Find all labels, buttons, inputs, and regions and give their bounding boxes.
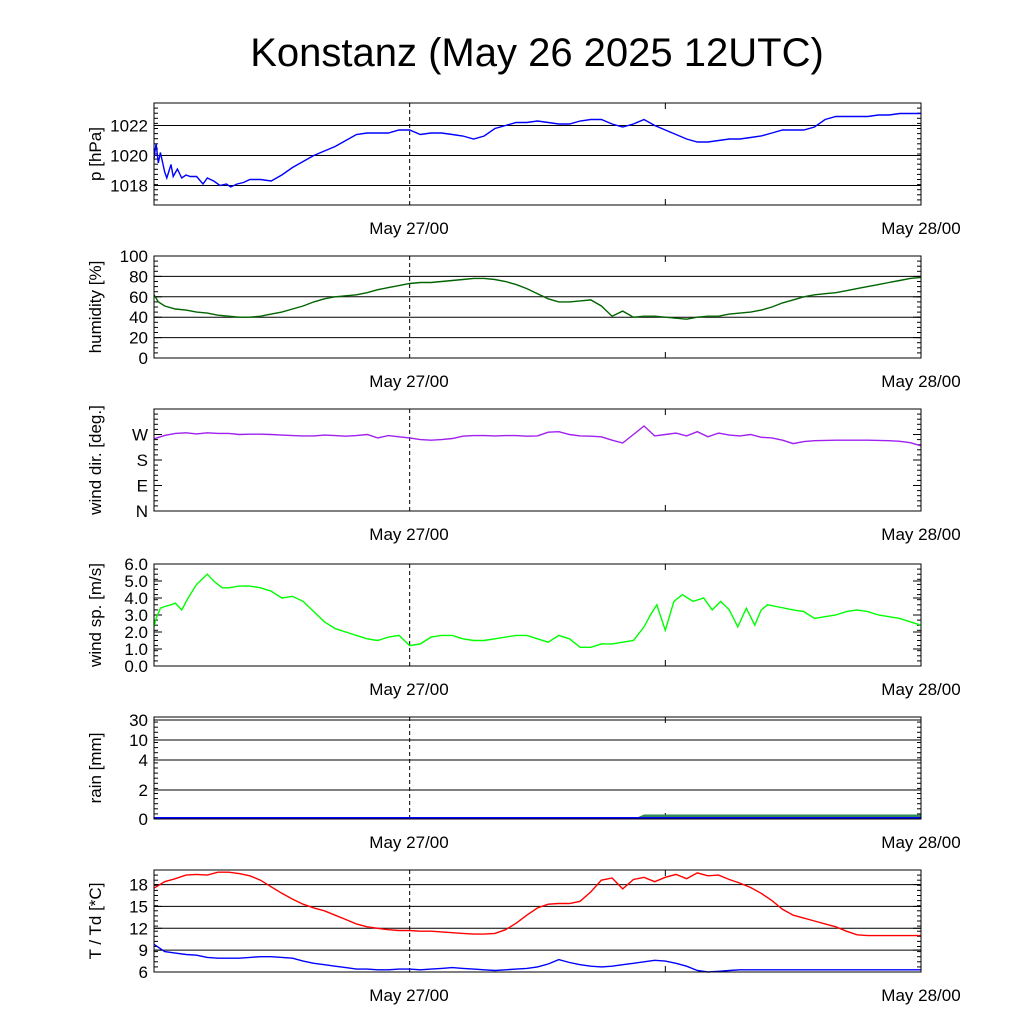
pressure-ytick-label: 1020 [110,147,148,166]
temperature-ytick-label: 15 [129,897,148,916]
pressure-ytick-label: 1022 [110,117,148,136]
wind_speed-ytick-label: 0.0 [124,657,148,676]
temperature-xtick-label-may27: May 27/00 [369,986,448,1005]
humidity-ytick-label: 40 [129,308,148,327]
wind_speed-xtick-label-may27: May 27/00 [369,680,448,699]
temperature-ytick-label: 9 [139,941,148,960]
humidity-xtick-label-may28: May 28/00 [881,372,960,391]
wind_dir-ytick-label: W [132,426,148,445]
humidity-ytick-label: 60 [129,288,148,307]
temperature-ytick-label: 18 [129,876,148,895]
temperature-xtick-label-may28: May 28/00 [881,986,960,1005]
wind_dir-ylabel: wind dir. [deg.] [86,405,105,516]
chart-title: Konstanz (May 26 2025 12UTC) [250,31,824,75]
pressure-series-line [153,112,921,188]
rain-xtick-label-may27: May 27/00 [369,833,448,852]
humidity-ytick-label: 100 [120,247,148,266]
pressure-xtick-label-may27: May 27/00 [369,219,448,238]
wind_dir-ytick-label: S [137,451,148,470]
series-line-Td [153,943,921,973]
wind_dir-ytick-label: N [136,502,148,521]
wind_speed-ytick-label: 6.0 [124,555,148,574]
rain-ytick-label: 10 [129,731,148,750]
pressure-ylabel: p [hPa] [86,127,105,181]
humidity-series-line [153,276,922,320]
wind_speed-series-line [153,573,922,648]
pressure-panel-frame [153,102,922,206]
wind_speed-xtick-label-may28: May 28/00 [881,680,960,699]
rain-ytick-label: 2 [139,781,148,800]
rain-ylabel: rain [mm] [86,733,105,804]
series-line-T [153,871,921,937]
rain-ytick-label: 4 [139,751,148,770]
wind_speed-ytick-label: 3.0 [124,606,148,625]
wind_dir-ytick-label: E [137,477,148,496]
rain-ytick-label: 30 [129,711,148,730]
temperature-ytick-label: 12 [129,919,148,938]
wind_dir-panel-frame [153,408,922,512]
rain-xtick-label-may28: May 28/00 [881,833,960,852]
wind_speed-ytick-label: 1.0 [124,640,148,659]
humidity-xtick-label-may27: May 27/00 [369,372,448,391]
wind_speed-ylabel: wind sp. [m/s] [86,563,105,668]
temperature-ylabel: T / Td [*C] [86,883,105,960]
wind_dir-xtick-label-may28: May 28/00 [881,525,960,544]
wind_dir-series-line [153,425,922,447]
wind_speed-ytick-label: 4.0 [124,589,148,608]
rain-panel-frame [153,716,922,820]
rain-ytick-label: 0 [139,810,148,829]
humidity-ytick-label: 80 [129,267,148,286]
wind_dir-xtick-label-may27: May 27/00 [369,525,448,544]
humidity-ytick-label: 20 [129,329,148,348]
wind_speed-ytick-label: 2.0 [124,623,148,642]
pressure-xtick-label-may28: May 28/00 [881,219,960,238]
humidity-ytick-label: 0 [139,349,148,368]
pressure-ytick-label: 1018 [110,177,148,196]
temperature-ytick-label: 6 [139,963,148,982]
temperature-panel-frame [153,869,922,973]
wind_speed-ytick-label: 5.0 [124,572,148,591]
wind_speed-panel-frame [153,563,922,667]
humidity-panel-frame [153,255,922,359]
humidity-ylabel: humidity [%] [86,261,105,354]
